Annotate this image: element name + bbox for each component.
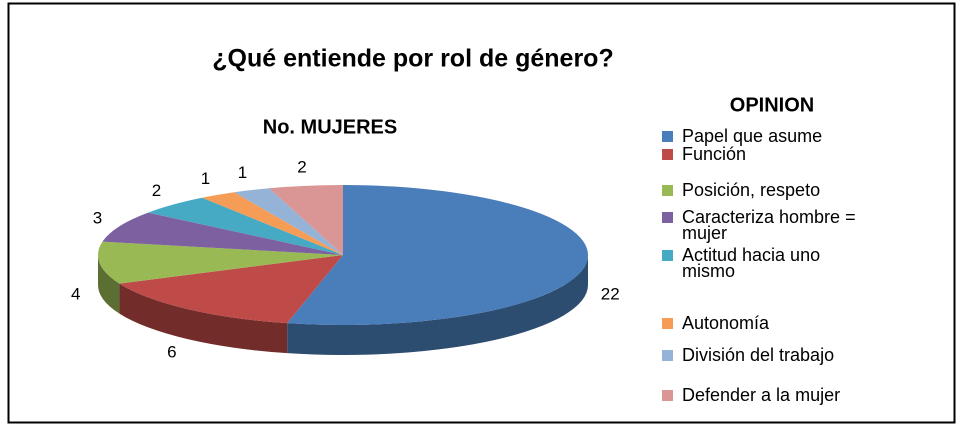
pie-slice (98, 241, 343, 284)
pie-slice (234, 188, 343, 255)
chart-title: ¿Qué entiende por rol de género? (212, 45, 613, 73)
chart-border (7, 2, 956, 424)
pie-slice (102, 212, 343, 255)
pie-slice (119, 255, 343, 324)
data-label: 4 (71, 285, 80, 304)
data-label: 1 (238, 163, 247, 182)
data-label: 3 (93, 208, 102, 227)
legend-swatch (662, 350, 673, 361)
legend-swatch (662, 212, 673, 223)
legend-label: Actitud hacia uno mismo (682, 245, 821, 281)
legend-label: Autonomía (682, 313, 770, 333)
pie-slice (202, 192, 343, 255)
legend-swatch (662, 149, 673, 160)
pie-slice (148, 197, 343, 255)
data-label: 2 (152, 181, 161, 200)
legend-label: Posición, respeto (682, 180, 821, 200)
legend-swatch (662, 318, 673, 329)
legend-label: Papel que asume (682, 126, 823, 146)
legend-label: Defender a la mujer (682, 385, 841, 405)
legend-swatch (662, 390, 673, 401)
data-label: 22 (601, 285, 620, 304)
legend-swatch (662, 250, 673, 261)
legend-swatch (662, 185, 673, 196)
chart-subtitle: No. MUJERES (263, 116, 397, 138)
data-label: 6 (167, 342, 176, 361)
legend-swatch (662, 131, 673, 142)
data-label: 1 (201, 169, 210, 188)
pie-side (119, 283, 288, 354)
pie-slice (287, 185, 588, 325)
pie-side (287, 255, 588, 355)
legend-title: OPINION (730, 94, 814, 116)
legend-label: Función (682, 144, 747, 164)
pie-slice (269, 185, 343, 255)
legend-label: División del trabajo (682, 345, 835, 365)
data-label: 2 (297, 158, 306, 177)
pie-side (98, 255, 120, 314)
legend-label: Caracteriza hombre = mujer (682, 207, 856, 243)
